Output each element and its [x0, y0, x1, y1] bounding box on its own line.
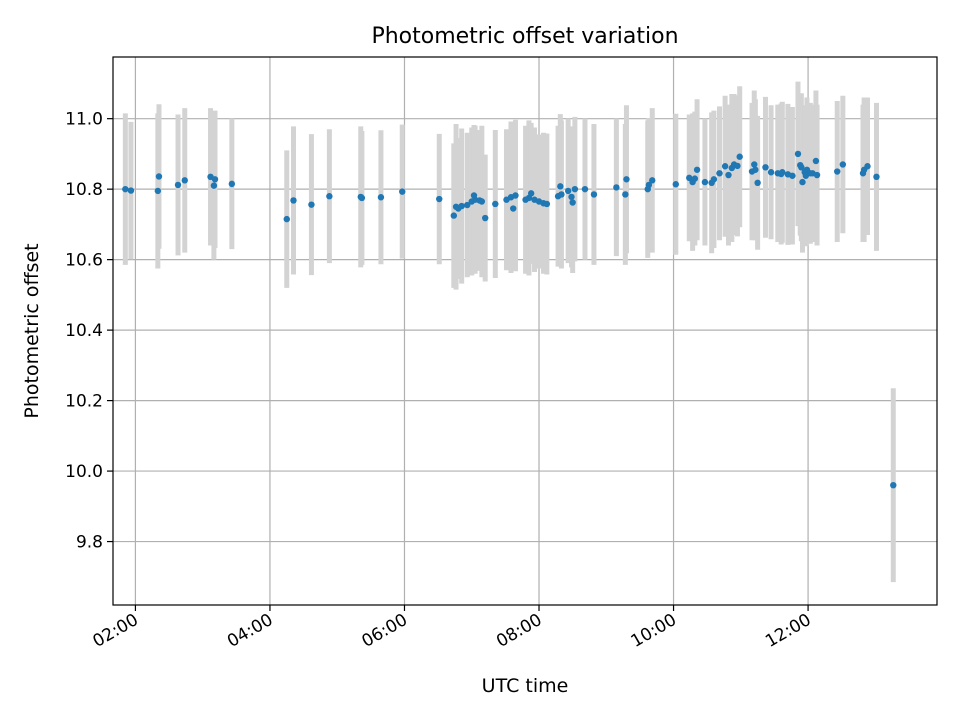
data-point — [839, 161, 847, 168]
data-point — [564, 187, 572, 195]
data-point — [181, 177, 188, 184]
data-point — [754, 179, 761, 187]
data-point — [492, 200, 499, 208]
data-point — [377, 194, 385, 201]
data-point — [478, 198, 486, 205]
data-point — [228, 180, 236, 188]
data-point — [568, 193, 575, 201]
data-point — [450, 212, 458, 219]
data-point — [622, 191, 629, 198]
data-point — [798, 164, 805, 171]
data-point — [174, 181, 182, 189]
data-point — [283, 215, 290, 223]
chart-title: Photometric offset variation — [371, 24, 678, 49]
data-point — [623, 176, 630, 183]
data-point — [752, 166, 759, 173]
data-point — [721, 163, 729, 170]
data-point — [290, 197, 297, 204]
data-point — [210, 182, 218, 189]
data-point — [649, 177, 656, 184]
y-tick-label: 10.4 — [65, 321, 103, 341]
data-point — [326, 193, 333, 200]
data-point — [512, 192, 519, 199]
data-point — [645, 181, 653, 189]
data-point — [613, 184, 620, 191]
data-point — [812, 157, 820, 165]
x-axis-label: UTC time — [482, 675, 569, 697]
data-point — [543, 200, 551, 208]
data-point — [127, 187, 135, 194]
data-point — [734, 162, 741, 170]
data-point — [710, 176, 718, 183]
data-point — [527, 190, 535, 197]
data-point — [701, 178, 709, 186]
data-point — [581, 185, 589, 193]
data-point — [672, 181, 679, 188]
data-point — [794, 150, 802, 158]
data-point — [736, 153, 743, 160]
data-point — [358, 194, 366, 202]
y-axis-ticks: 9.8 10.0 10.2 10.4 10.6 10.8 11.0 — [65, 110, 113, 553]
data-point — [716, 170, 723, 177]
plot-area-frame — [112, 56, 938, 606]
data-point — [789, 172, 796, 179]
data-point — [691, 175, 699, 182]
data-point — [482, 214, 489, 222]
y-tick-label: 10.8 — [65, 180, 103, 200]
data-point — [751, 161, 758, 168]
data-point — [308, 201, 315, 208]
y-tick-label: 10.0 — [65, 462, 103, 482]
y-tick-label: 11.0 — [65, 110, 103, 130]
y-tick-label: 10.6 — [65, 251, 103, 271]
data-point — [767, 169, 775, 176]
data-point — [725, 171, 732, 179]
data-point — [211, 176, 219, 183]
data-point — [799, 178, 806, 186]
data-point — [813, 171, 821, 179]
data-point — [762, 164, 769, 171]
y-tick-label: 10.2 — [65, 392, 103, 412]
data-point — [510, 205, 517, 212]
y-axis-label: Photometric offset — [21, 243, 43, 418]
data-point — [890, 481, 897, 489]
data-point — [779, 169, 786, 176]
data-point — [122, 185, 129, 193]
data-point — [590, 191, 598, 198]
data-point — [569, 199, 576, 206]
data-point — [436, 195, 443, 203]
data-point — [464, 201, 471, 209]
data-point — [864, 163, 871, 170]
data-point — [154, 187, 162, 195]
data-point — [557, 183, 564, 190]
data-point — [558, 191, 565, 198]
y-tick-label: 9.8 — [76, 533, 103, 553]
data-point — [834, 168, 841, 175]
data-point — [399, 188, 406, 195]
data-points — [122, 150, 897, 489]
data-point — [458, 202, 465, 210]
data-point — [693, 166, 701, 173]
data-point — [873, 173, 880, 181]
data-point — [155, 173, 163, 180]
data-point — [571, 185, 579, 193]
